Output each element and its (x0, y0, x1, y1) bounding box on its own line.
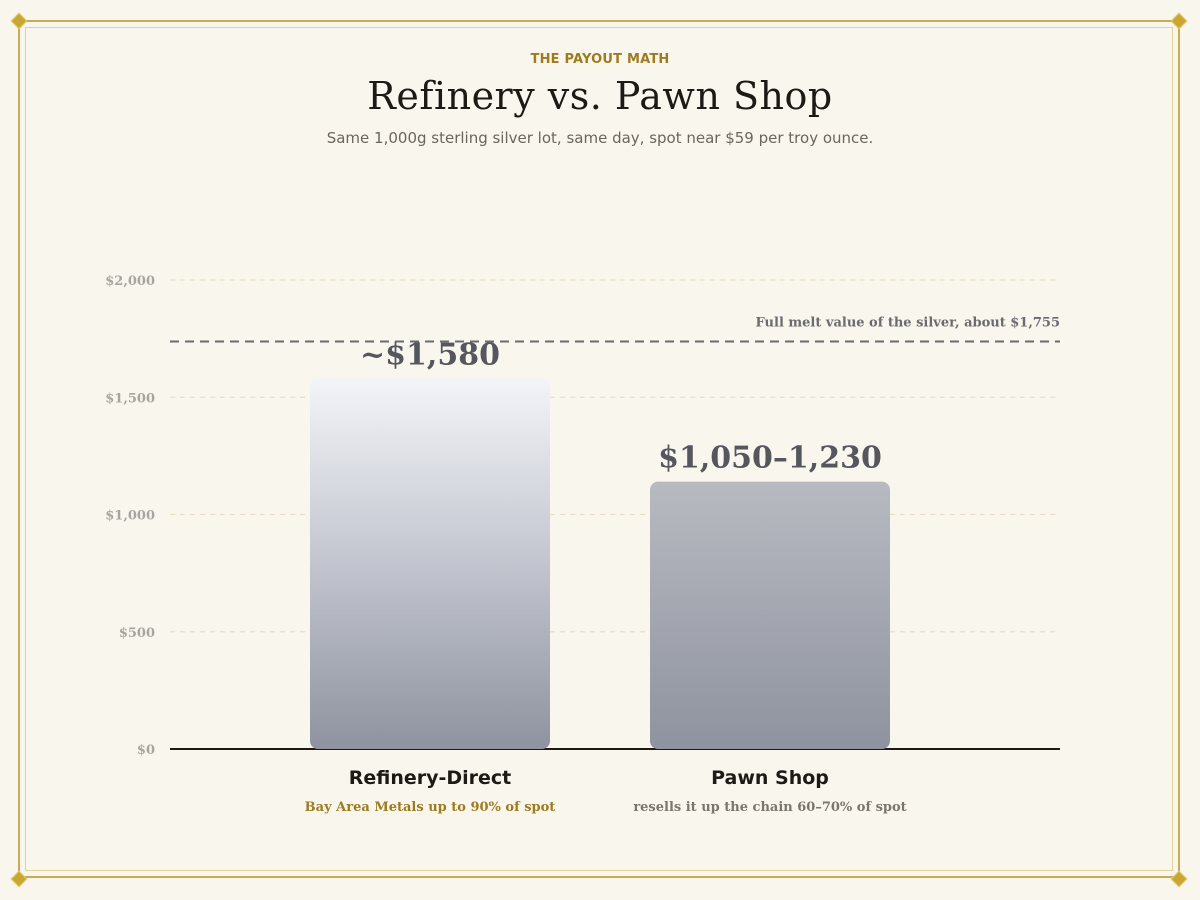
chart-subtitle: Same 1,000g sterling silver lot, same da… (326, 129, 874, 147)
bars: ~$1,580 $1,050–1,230 (310, 337, 890, 749)
outer-frame (18, 20, 1180, 878)
eyebrow-label: THE PAYOUT MATH (530, 52, 670, 67)
bar-value-label: ~$1,580 (360, 337, 500, 372)
inner-frame (25, 27, 1173, 871)
y-tick-label: $1,500 (105, 391, 155, 406)
y-tick-label: $500 (119, 626, 155, 641)
y-tick-label: $2,000 (105, 274, 155, 289)
reference-line-group: Full melt value of the silver, about $1,… (170, 315, 1060, 343)
y-tick-label: $1,000 (105, 509, 155, 524)
bar-value-label: $1,050–1,230 (658, 441, 882, 476)
category-label-refinery: Refinery-Direct (348, 767, 512, 789)
gridlines: $0 $500 $1,000 $1,500 $2,000 (105, 274, 1060, 758)
reference-line-label: Full melt value of the silver, about $1,… (756, 315, 1060, 330)
category-note-pawn-shop: resells it up the chain 60–70% of spot (633, 800, 907, 815)
category-note-refinery: Bay Area Metals up to 90% of spot (304, 800, 556, 815)
category-label-pawn-shop: Pawn Shop (711, 767, 829, 789)
bar (650, 481, 890, 749)
chart-title: Refinery vs. Pawn Shop (367, 74, 833, 118)
bar (310, 378, 550, 749)
y-tick-label: $0 (137, 743, 155, 758)
